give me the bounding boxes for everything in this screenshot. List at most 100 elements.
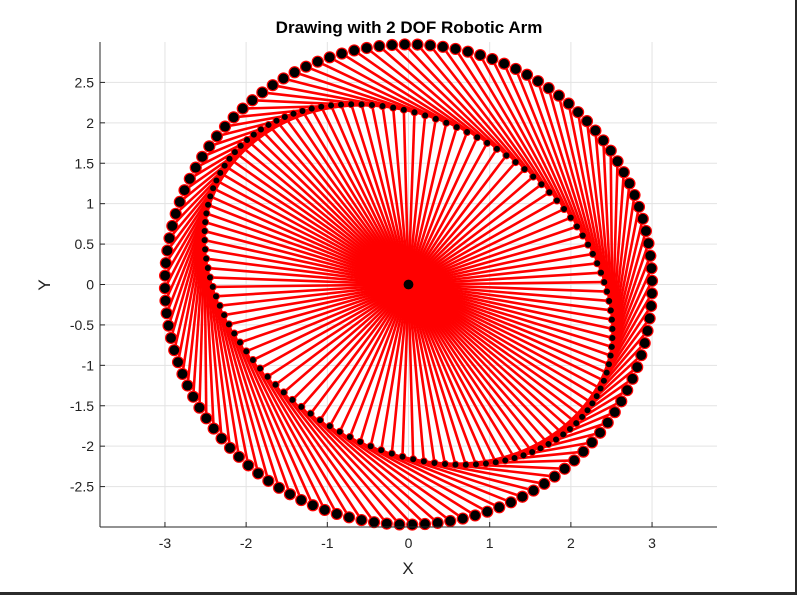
end-effector-joint <box>169 207 182 220</box>
elbow-joint <box>519 451 528 460</box>
end-effector-joint <box>210 130 224 143</box>
elbow-joint <box>578 412 587 421</box>
end-effector-joint <box>161 244 174 257</box>
elbow-joint <box>306 409 315 418</box>
elbow-joint <box>588 399 597 408</box>
elbow-joint <box>584 240 593 249</box>
end-effector-joint <box>411 38 424 51</box>
arm-link-2 <box>233 332 303 501</box>
arm-link-1 <box>318 283 410 421</box>
arm-link-1 <box>408 283 608 293</box>
arm-link-2 <box>441 46 543 186</box>
arm-link-2 <box>391 44 508 157</box>
arm-link-1 <box>407 191 551 286</box>
elbow-joint <box>203 264 212 273</box>
end-effector-joint <box>461 45 475 58</box>
elbow-joint <box>201 245 210 254</box>
elbow-joint <box>544 440 553 449</box>
elbow-joint <box>593 259 602 268</box>
y-tick-label: -0.5 <box>70 317 94 333</box>
elbow-joint <box>220 311 229 320</box>
elbow-joint <box>588 249 597 258</box>
elbow-joint <box>481 459 490 468</box>
x-tick-label: 1 <box>486 535 494 551</box>
end-effector-joint <box>187 390 200 403</box>
arm-link-1 <box>407 118 438 285</box>
elbow-joint <box>208 282 217 291</box>
end-effector-joint <box>242 459 255 472</box>
end-effector-joint <box>236 102 249 115</box>
arm-link-2 <box>525 74 590 246</box>
y-tick-label: 0.5 <box>75 236 95 252</box>
end-effector-joint <box>162 319 175 332</box>
arm-link-1 <box>407 283 605 382</box>
arm-link-1 <box>207 203 409 286</box>
arm-link-1 <box>408 283 610 303</box>
elbow-joint <box>511 158 520 167</box>
elbow-joint <box>256 125 265 134</box>
end-effector-joint <box>601 416 614 429</box>
arm-link-2 <box>282 391 388 525</box>
arm-link-1 <box>358 284 410 443</box>
arm-link-2 <box>208 277 241 458</box>
arm-link-1 <box>215 283 409 298</box>
y-tick-label: -2 <box>82 438 95 454</box>
end-effector-joint <box>196 150 209 163</box>
elbow-joint <box>279 388 288 397</box>
arm-link-2 <box>245 350 326 511</box>
elbow-joint <box>421 111 430 120</box>
elbow-joint <box>608 333 617 342</box>
arm-link-1 <box>274 283 410 386</box>
end-effector-joint <box>163 232 176 245</box>
axes <box>99 42 717 528</box>
end-effector-joint <box>527 484 540 497</box>
arm-link-1 <box>228 283 409 326</box>
end-effector-joint <box>469 509 482 522</box>
arm-link-2 <box>557 95 603 273</box>
elbow-joint <box>451 460 460 469</box>
end-effector-joint <box>631 361 644 374</box>
chart-title: Drawing with 2 DOF Robotic Arm <box>276 18 543 37</box>
arm-link-1 <box>407 207 565 286</box>
elbow-joint <box>225 154 234 163</box>
end-effector-joint <box>178 184 191 197</box>
end-effector-joint <box>486 52 499 66</box>
arm-link-1 <box>407 122 448 285</box>
elbow-joint <box>297 402 306 411</box>
arm-link-1 <box>204 220 409 286</box>
elbow-joint <box>399 105 408 114</box>
arm-link-1 <box>267 124 410 286</box>
y-tick-label: 2 <box>86 115 94 131</box>
elbow-joint <box>367 100 376 109</box>
arm-link-1 <box>408 216 572 286</box>
elbow-joint <box>603 287 612 296</box>
elbow-joint <box>520 165 529 174</box>
arm-link-2 <box>514 68 584 237</box>
x-tick-labels: -3 -2 -1 0 1 2 3 <box>159 535 656 551</box>
arm-link-1 <box>215 179 410 286</box>
arm-link-1 <box>407 283 507 461</box>
arm-link-1 <box>407 283 594 405</box>
arm-link-1 <box>260 128 410 286</box>
end-effector-joint <box>158 282 172 295</box>
arm-link-1 <box>407 283 571 430</box>
x-axis-label: X <box>402 559 413 578</box>
elbow-joint <box>536 444 545 453</box>
end-effector-joint <box>424 39 437 52</box>
end-effector-joint <box>638 336 651 350</box>
arm-link-1 <box>228 157 410 286</box>
elbow-joint <box>606 306 615 315</box>
arm-link-2 <box>339 430 464 520</box>
arm-link-1 <box>408 283 612 312</box>
end-effector-joint <box>644 249 657 262</box>
arm-link-2 <box>547 87 599 264</box>
end-effector-joint <box>171 356 185 369</box>
arm-link-1 <box>252 283 410 362</box>
x-tick-label: -1 <box>321 535 334 551</box>
elbow-joint <box>578 231 587 240</box>
arm-link-1 <box>408 283 610 366</box>
end-effector-joint <box>531 75 545 88</box>
arm-link-1 <box>408 283 613 349</box>
end-effector-joint <box>232 450 246 463</box>
arm-link-2 <box>251 359 338 515</box>
